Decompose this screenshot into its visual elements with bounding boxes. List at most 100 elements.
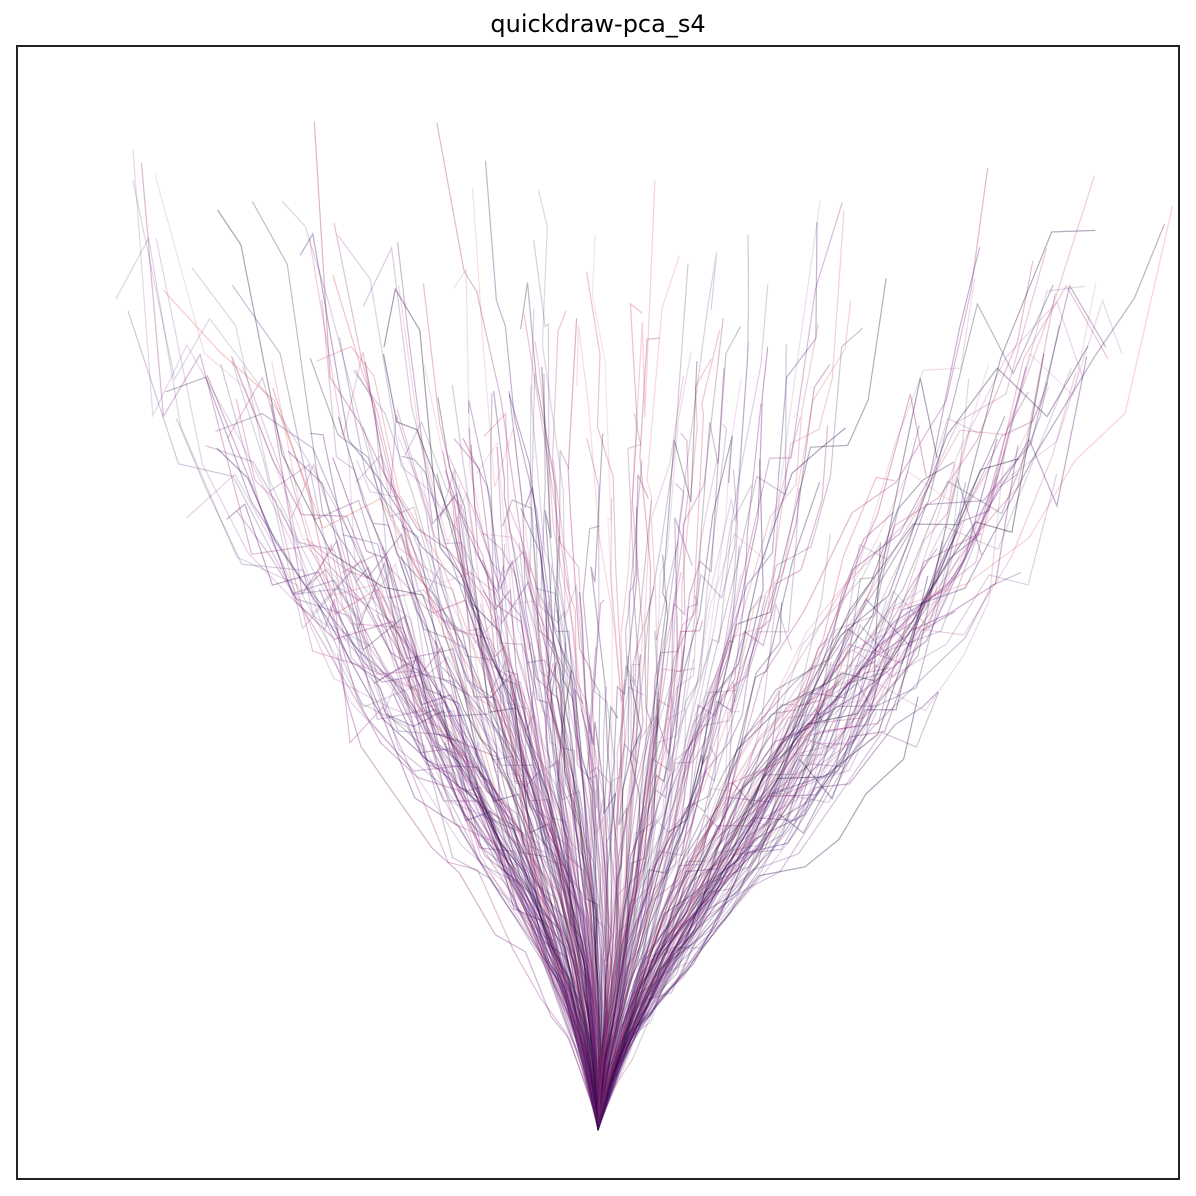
trajectory-line — [520, 508, 601, 1121]
trajectory-line — [472, 188, 599, 1124]
trajectory-line — [356, 560, 599, 1121]
trajectory-line — [597, 363, 989, 1125]
trajectory-line — [597, 168, 989, 1124]
trajectory-line — [270, 404, 599, 1127]
trajectory-line — [540, 373, 605, 1126]
trajectory-line — [597, 658, 695, 1126]
trajectory-line — [597, 382, 1049, 1126]
trajectory-line — [597, 284, 1107, 1127]
trajectory-line — [586, 599, 605, 1126]
trajectory-line — [597, 293, 1056, 1122]
trajectory-line — [489, 659, 599, 1122]
trajectory-line — [597, 498, 626, 1122]
trajectory-line — [597, 668, 881, 1130]
trajectory-line — [597, 640, 734, 1121]
trajectory-line — [597, 615, 678, 1121]
trajectory-line — [555, 642, 600, 1121]
trajectory-line — [537, 190, 602, 1125]
trajectory-line — [316, 345, 599, 1129]
trajectory-line — [154, 174, 599, 1127]
trajectory-line — [597, 572, 1021, 1123]
trajectory-line — [597, 709, 708, 1123]
trajectory-line — [324, 598, 599, 1124]
trajectory-line — [436, 473, 599, 1130]
trajectory-line — [597, 473, 1058, 1121]
trajectory-line — [597, 484, 753, 1125]
trajectory-line — [354, 369, 599, 1126]
trajectory-line — [597, 344, 787, 1130]
trajectory-line — [337, 416, 599, 1123]
trajectory-line — [423, 364, 599, 1122]
trajectory-line — [382, 354, 599, 1122]
trajectory-line — [597, 247, 981, 1131]
trajectory-line — [597, 620, 703, 1129]
trajectory-line — [499, 544, 599, 1122]
trajectory-line — [597, 691, 659, 1128]
trajectory-line — [597, 474, 649, 1129]
trajectory-line — [597, 710, 740, 1121]
trajectory-line — [508, 390, 599, 1129]
trajectory-line — [597, 576, 875, 1131]
trajectory-line — [597, 698, 670, 1127]
trajectory-line — [597, 423, 728, 1131]
trajectory-line — [597, 282, 1097, 1129]
trajectory-line — [533, 240, 599, 1127]
trajectory-line — [597, 691, 939, 1127]
trajectory-line — [508, 393, 600, 1122]
trajectory-line — [597, 630, 853, 1130]
trajectory-line — [597, 346, 769, 1129]
trajectory-line — [597, 541, 679, 1121]
trajectory-line — [401, 455, 599, 1121]
trajectory-line — [216, 447, 599, 1127]
trajectory-line — [519, 680, 599, 1121]
trajectory-line — [523, 314, 600, 1130]
trajectory-line — [308, 238, 599, 1124]
trajectory-line — [162, 289, 599, 1127]
trajectory-line — [373, 522, 599, 1125]
trajectory-line — [597, 417, 980, 1130]
trajectory-line — [420, 469, 599, 1121]
trajectory-line — [597, 507, 638, 1125]
trajectory-line — [489, 392, 599, 1124]
trajectory-line — [520, 282, 601, 1123]
trajectory-line — [597, 671, 843, 1129]
trajectory-line — [597, 654, 642, 1125]
trajectory-line — [597, 708, 823, 1130]
trajectory-line — [337, 653, 599, 1122]
trajectory-line — [397, 435, 599, 1127]
trajectory-line — [342, 533, 599, 1125]
trajectory-line — [585, 724, 620, 1130]
trajectory-line — [597, 688, 877, 1128]
trajectory-line — [597, 368, 1072, 1122]
trajectory-line — [597, 285, 1086, 1125]
trajectory-line — [590, 433, 620, 1121]
trajectory-line — [597, 351, 692, 1131]
trajectory-line — [458, 483, 599, 1126]
trajectory-line — [597, 664, 817, 1127]
trajectory-line — [597, 435, 733, 1123]
trajectory-line — [597, 742, 639, 1125]
trajectory-line — [484, 160, 602, 1128]
trajectory-line — [597, 325, 1060, 1125]
trajectory-line — [597, 278, 976, 1129]
trajectory-line — [597, 372, 1077, 1126]
trajectory-line — [332, 275, 599, 1124]
trajectory-line — [597, 393, 927, 1121]
trajectory-line — [597, 610, 956, 1129]
trajectory-line — [205, 445, 599, 1131]
trajectory-line — [279, 507, 599, 1130]
trajectory-line — [557, 670, 600, 1129]
trajectory-line — [438, 469, 599, 1126]
trajectory-line — [507, 506, 600, 1131]
trajectory-line — [422, 684, 599, 1126]
trajectory-line — [597, 413, 642, 1120]
trajectory-line — [535, 523, 599, 1126]
trajectory-line — [477, 613, 599, 1127]
trajectory-line — [513, 566, 599, 1126]
trajectory-line — [439, 495, 599, 1122]
trajectory-line — [235, 398, 599, 1127]
trajectory-line — [597, 512, 894, 1129]
trajectory-line — [291, 462, 599, 1125]
trajectory-line — [597, 385, 1050, 1126]
